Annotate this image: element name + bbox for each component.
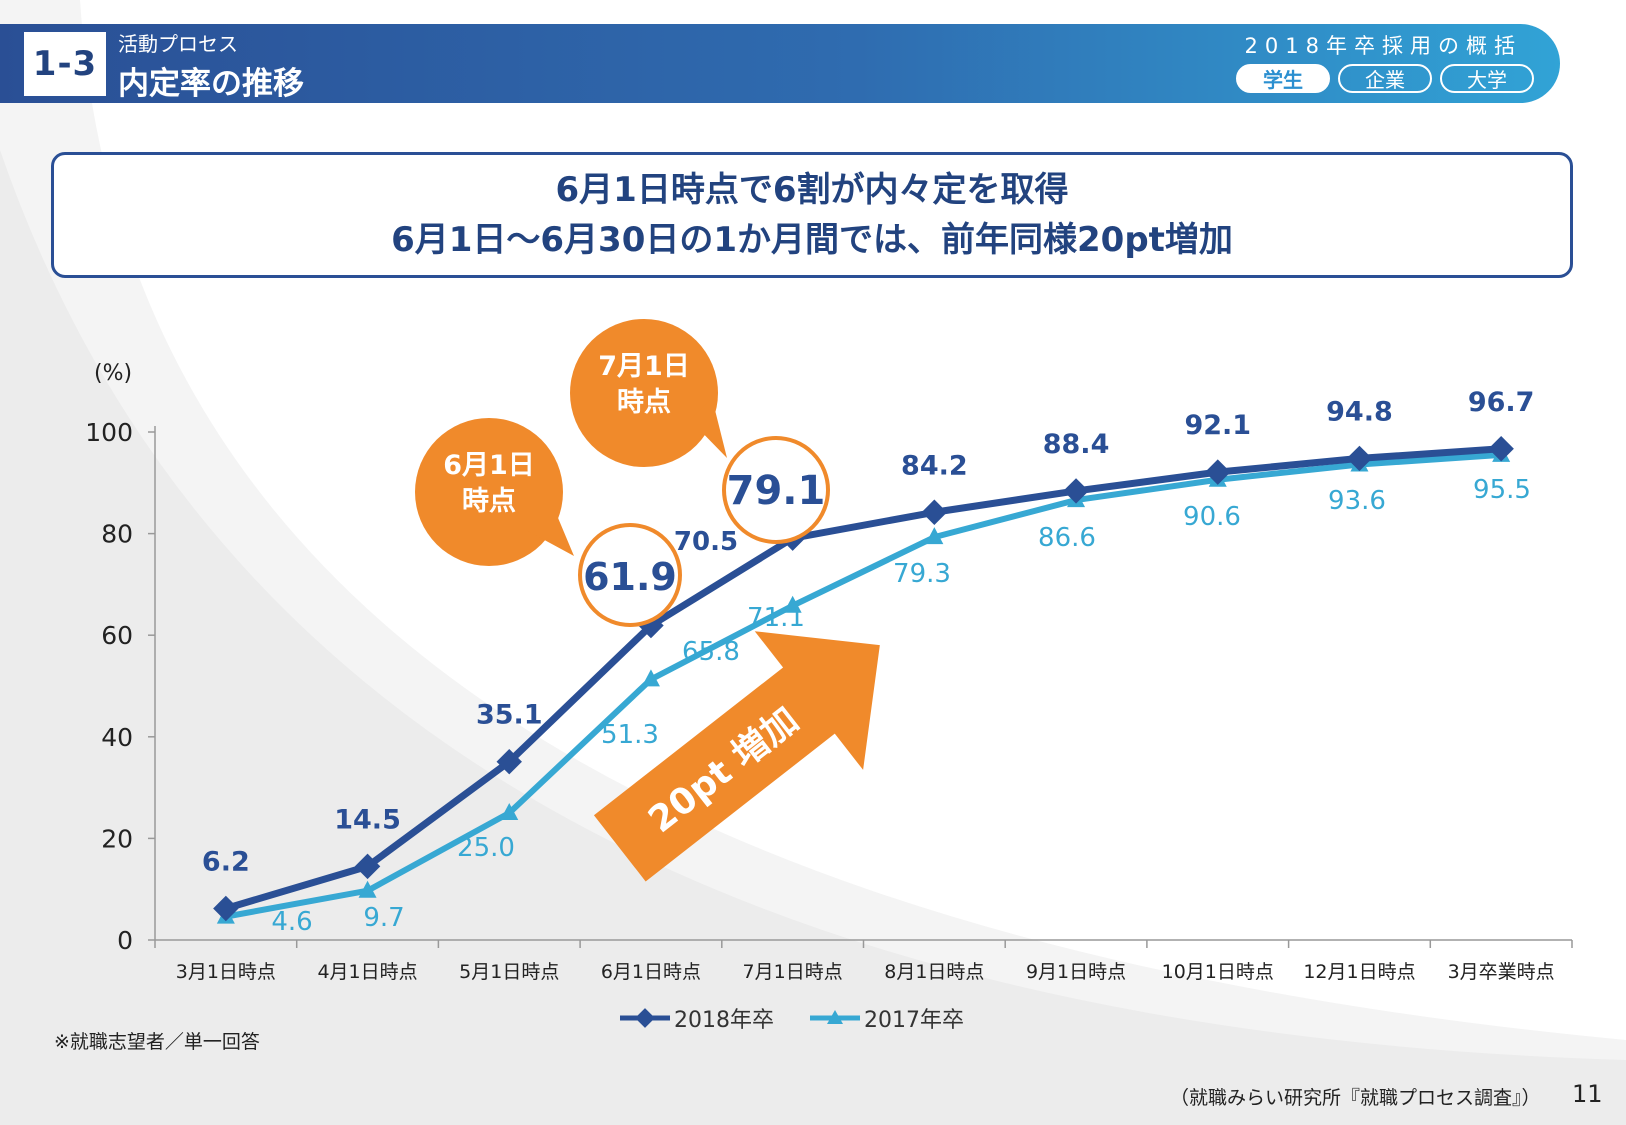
legend-marker-2017 bbox=[810, 1010, 860, 1024]
point-2018 bbox=[354, 853, 381, 880]
data-label-2018: 94.8 bbox=[1326, 396, 1393, 427]
tab-group: 学生 企業 大学 bbox=[1236, 64, 1534, 93]
y-tick-label: 80 bbox=[101, 520, 133, 549]
x-tick-label: 9月1日時点 bbox=[1026, 961, 1126, 983]
point-2018 bbox=[213, 895, 239, 922]
y-tick-label: 40 bbox=[101, 723, 133, 752]
point-2017 bbox=[783, 595, 802, 613]
y-tick-label: 20 bbox=[101, 824, 133, 853]
callout-june-text: 時点 bbox=[462, 486, 516, 517]
data-label-2018: 6.2 bbox=[202, 847, 250, 878]
data-label-2017: 65.8 bbox=[682, 637, 740, 667]
x-tick-label: 7月1日時点 bbox=[743, 961, 843, 983]
data-label-2017-extra: 71.1 bbox=[747, 603, 805, 633]
point-2018 bbox=[496, 748, 522, 775]
data-label-2017: 51.3 bbox=[601, 720, 659, 750]
headline-line2: 6月1日～6月30日の1か月間では、前年同様20pt増加 bbox=[391, 220, 1233, 260]
series-line-2018 bbox=[224, 445, 1502, 912]
x-tick-label: 5月1日時点 bbox=[459, 961, 559, 983]
page-number: 11 bbox=[1572, 1080, 1603, 1108]
y-tick-label: 0 bbox=[117, 926, 133, 955]
callout-june-circle bbox=[415, 418, 563, 566]
x-tick-label: 4月1日時点 bbox=[317, 961, 417, 983]
legend-label-2017: 2017年卒 bbox=[864, 1008, 964, 1033]
data-label-2017: 93.6 bbox=[1328, 486, 1386, 516]
data-label-2017: 79.3 bbox=[893, 559, 951, 589]
x-tick-label: 12月1日時点 bbox=[1303, 961, 1415, 983]
arrow-shape bbox=[593, 631, 880, 882]
page-title: 内定率の推移 bbox=[118, 66, 304, 102]
x-tick-label: 3月1日時点 bbox=[176, 961, 276, 983]
data-label-2017: 9.7 bbox=[363, 903, 404, 933]
highlight-circle bbox=[722, 436, 830, 544]
header-bar: 1-3 活動プロセス 内定率の推移 2018年卒採用の概括 学生 企業 大学 bbox=[0, 24, 1560, 103]
tab-university[interactable]: 大学 bbox=[1440, 64, 1534, 93]
data-label-2017: 86.6 bbox=[1038, 523, 1096, 553]
data-label-2018: 35.1 bbox=[476, 700, 543, 731]
point-2017 bbox=[500, 803, 519, 820]
data-label-2018-extra: 70.5 bbox=[674, 527, 738, 557]
footnote: ※就職志望者／単一回答 bbox=[54, 1031, 260, 1053]
legend-label-2018: 2018年卒 bbox=[674, 1008, 774, 1033]
headline-line1: 6月1日時点で6割が内々定を取得 bbox=[555, 170, 1069, 210]
callout-june-tail bbox=[526, 494, 574, 556]
data-label-2017: 25.0 bbox=[457, 833, 515, 863]
data-label-2018: 92.1 bbox=[1184, 410, 1251, 441]
callout-july-text: 時点 bbox=[617, 387, 671, 418]
headline-box: 6月1日時点で6割が内々定を取得 6月1日～6月30日の1か月間では、前年同様2… bbox=[51, 152, 1573, 278]
point-2017 bbox=[925, 527, 944, 545]
point-2017 bbox=[358, 880, 377, 898]
point-2017 bbox=[641, 669, 660, 687]
data-label-2018: 84.2 bbox=[901, 450, 968, 481]
chart-legend: 2018年卒 2017年卒 bbox=[620, 1002, 964, 1034]
tab-student[interactable]: 学生 bbox=[1236, 64, 1330, 93]
x-tick-label: 3月卒業時点 bbox=[1448, 961, 1555, 983]
callout-july-tail bbox=[690, 398, 727, 458]
section-number: 1-3 bbox=[24, 32, 106, 96]
tab-company[interactable]: 企業 bbox=[1338, 64, 1432, 93]
data-label-2018: 96.7 bbox=[1468, 387, 1535, 418]
legend-item-2018: 2018年卒 bbox=[620, 1002, 774, 1034]
data-label-2017: 90.6 bbox=[1183, 502, 1241, 532]
y-tick-label: 60 bbox=[101, 621, 133, 650]
data-label-2018: 88.4 bbox=[1043, 429, 1110, 460]
data-label-2018: 61.9 bbox=[583, 555, 677, 599]
callout-june-text: 6月1日 bbox=[443, 450, 535, 481]
overview-label: 2018年卒採用の概括 bbox=[1244, 34, 1522, 58]
legend-marker-2018 bbox=[620, 1008, 670, 1028]
y-axis-label: (%) bbox=[94, 361, 132, 386]
data-label-2017: 95.5 bbox=[1473, 475, 1531, 505]
callout-july-text: 7月1日 bbox=[598, 351, 690, 382]
x-tick-label: 6月1日時点 bbox=[601, 961, 701, 983]
series-line-2017 bbox=[225, 451, 1502, 920]
x-tick-label: 10月1日時点 bbox=[1162, 961, 1274, 983]
data-label-2017: 4.6 bbox=[271, 907, 312, 937]
x-tick-label: 8月1日時点 bbox=[884, 961, 984, 983]
section-subtitle: 活動プロセス bbox=[118, 32, 238, 56]
legend-item-2017: 2017年卒 bbox=[810, 1002, 964, 1034]
data-label-2018: 14.5 bbox=[334, 804, 401, 835]
data-label-2018: 79.1 bbox=[727, 468, 826, 514]
y-tick-label: 100 bbox=[85, 418, 133, 447]
point-2018 bbox=[921, 499, 948, 525]
callout-july-circle bbox=[570, 319, 718, 467]
source-citation: （就職みらい研究所『就職プロセス調査』） bbox=[1170, 1087, 1541, 1109]
highlight-circle bbox=[578, 523, 682, 627]
